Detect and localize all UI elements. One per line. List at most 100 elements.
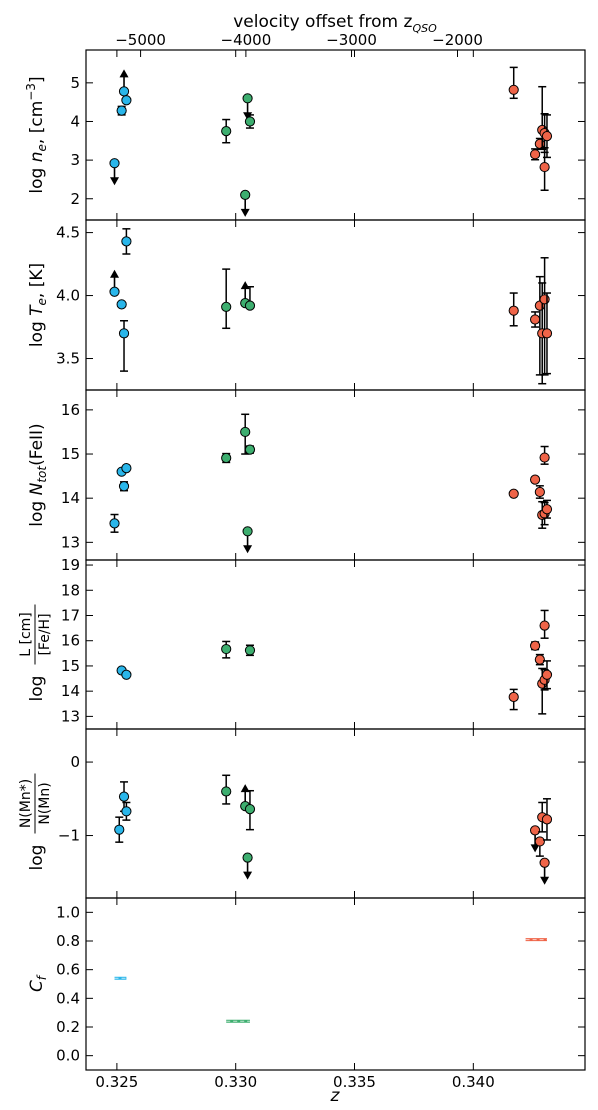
data-point-green [221,126,232,137]
data-point-blue [118,481,130,492]
data-point-green [240,189,251,200]
data-point-green [221,643,232,655]
top-axis-tick-label: −3000 [326,31,377,49]
data-point-blue [121,95,132,106]
y-label-sub: f [35,974,49,980]
x-tick-label: 0.325 [95,1073,138,1091]
y-label-sub: tot [35,465,49,483]
x-tick-label: 0.335 [333,1073,376,1091]
panel-l: 13 14 15 16 17 18 19 log L [cm] [Fe/H] [18,556,586,730]
y-label-sup: −3 [24,83,38,101]
data-point-red [508,691,519,703]
data-point-red [539,161,550,173]
data-point-green [244,444,256,455]
data-point-blue [118,791,130,802]
panel-frame [85,219,586,391]
panel-frame [85,49,586,221]
y-tick-label: 16 [61,401,80,419]
x-tick-label: 0.340 [452,1073,495,1091]
y-tick-label: 16 [61,632,80,650]
data-point-green [244,300,256,311]
lower-limit-arrow-head [119,69,129,78]
y-label-close: ] [27,76,47,83]
data-point-green [242,93,253,104]
y-tick-label: 13 [61,533,80,551]
y-tick-label: 17 [61,606,80,624]
y-label-main: log [27,316,47,347]
upper-limit-arrow-head [110,177,120,186]
y-axis-label: log Te, [K] [27,263,49,347]
y-tick-label: 0.2 [56,1018,80,1036]
data-point-red [530,149,541,160]
y-label-den: [Fe/H] [37,613,53,655]
y-tick-label: 3.5 [56,350,80,368]
data-point-blue [121,463,132,474]
y-tick-label: 5 [70,74,80,92]
y-label-den: N(Mn) [37,782,53,824]
y-tick-label: 0.4 [56,989,80,1007]
data-point-red [541,814,553,825]
data-point-red [539,857,550,868]
data-point-green [221,786,232,797]
data-point-green [244,803,256,815]
x-tick-label: 0.330 [214,1073,257,1091]
data-point-green [221,452,232,464]
y-label-unit: , [cm [27,101,47,144]
data-point-green [240,426,251,438]
y-tick-label: 0.0 [56,1047,80,1065]
data-point-blue [118,86,130,97]
y-label-main: log [27,162,47,193]
upper-limit-arrow-head [243,545,253,554]
lower-limit-arrow-head [240,281,250,290]
data-point-blue [109,158,120,169]
panel-frame [85,897,586,1071]
y-label-text: log Ntot(FeII) [27,423,49,526]
data-point-blue [109,518,120,529]
y-axis-label: log Ntot(FeII) [27,423,49,526]
y-tick-label: 2 [70,190,80,208]
data-point-red [508,84,519,95]
y-label-text: log ne, [cm−3] [24,76,49,193]
y-tick-label: 0 [70,753,80,771]
y-axis-label: Cf [27,974,49,992]
y-label-sym: N [27,482,47,495]
data-point-blue [114,824,125,835]
data-point-red [534,836,545,847]
y-tick-label: 18 [61,581,80,599]
y-tick-label: 15 [61,445,80,463]
panel-ne: 2 3 4 5 log ne, [cm−3] [24,49,586,221]
data-point-red [541,504,553,515]
data-point-blue [118,328,130,339]
data-point-red [541,669,553,680]
top-axis-tick-label: −4000 [221,31,272,49]
panel-frame [85,728,586,899]
upper-limit-arrow-head [530,844,540,853]
data-point-blue [116,105,127,116]
y-tick-label: 4.0 [56,287,80,305]
top-axis-tick-label: −2000 [432,31,483,49]
data-point-red [541,131,553,142]
data-point-red [539,620,550,631]
data-point-red [539,452,550,463]
y-tick-label: 0.8 [56,932,80,950]
data-point-red [508,305,519,316]
upper-limit-arrow-head [243,871,253,880]
y-label-sub: e [35,298,49,305]
data-point-red [534,654,545,665]
y-tick-label: 15 [61,657,80,675]
y-tick-label: 0.6 [56,961,80,979]
y-label-unit: , [K] [27,263,47,298]
data-point-blue [121,236,132,247]
panel-frame [85,559,586,730]
data-point-red [530,825,541,836]
data-point-green [244,116,256,127]
y-label-unit: (FeII) [27,423,47,466]
y-tick-label: −1 [58,827,80,845]
data-point-red [541,328,553,339]
data-point-red [530,474,541,485]
y-label-log: log [27,845,47,871]
y-tick-label: 14 [61,682,80,700]
top-axis-label-sub: QSO [412,22,437,35]
